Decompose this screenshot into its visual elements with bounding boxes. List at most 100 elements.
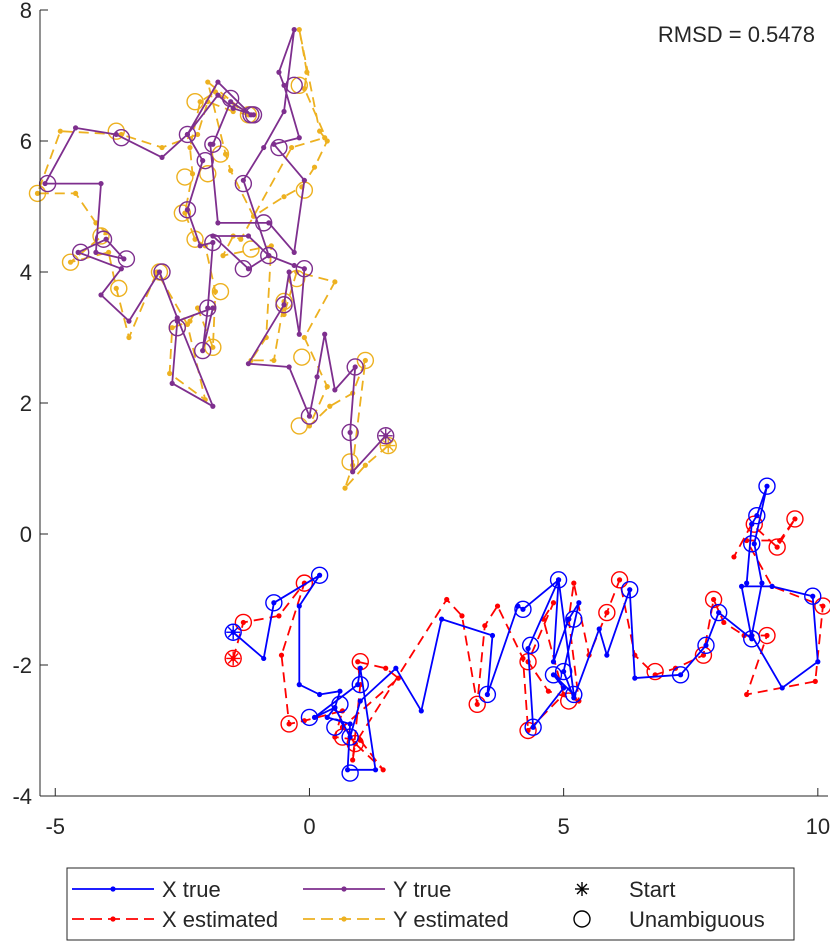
- data-point: [212, 289, 218, 295]
- data-point: [418, 708, 424, 714]
- data-point: [332, 387, 338, 393]
- unambiguous-marker: [176, 168, 194, 186]
- data-point: [395, 675, 402, 681]
- unambiguous-marker: [565, 685, 583, 704]
- data-point: [324, 384, 330, 390]
- data-point: [184, 131, 191, 138]
- unambiguous-marker: [242, 240, 260, 258]
- unambiguous-marker: [709, 603, 728, 622]
- y-axis: -4 -2 0 2 4 6 8: [12, 0, 48, 809]
- data-point: [240, 619, 246, 626]
- data-point: [286, 269, 292, 275]
- asterisk-stroke: [380, 430, 392, 442]
- unambiguous-marker: [92, 227, 110, 245]
- unambiguous-marker: [211, 282, 230, 301]
- unambiguous-marker: [199, 299, 217, 317]
- data-point: [98, 180, 104, 187]
- data-point: [571, 580, 577, 586]
- unambiguous-marker: [341, 728, 359, 746]
- data-point: [296, 27, 302, 33]
- unambiguous-marker: [186, 92, 204, 111]
- data-point: [261, 144, 267, 151]
- data-point: [228, 167, 234, 174]
- data-point: [192, 236, 198, 242]
- data-point: [350, 469, 356, 475]
- unambiguous-marker: [341, 764, 359, 782]
- data-point: [301, 177, 307, 183]
- data-point: [103, 236, 109, 242]
- unambiguous-marker: [598, 603, 616, 622]
- unambiguous-marker: [560, 692, 578, 710]
- unambiguous-marker: [671, 666, 690, 684]
- unambiguous-marker: [290, 417, 308, 435]
- unambiguous-marker: [193, 341, 212, 360]
- data-point: [169, 325, 175, 331]
- data-point: [362, 462, 368, 468]
- x-tick-label: 10: [806, 814, 830, 839]
- data-point: [550, 672, 557, 678]
- unambiguous-marker: [196, 151, 214, 170]
- unambiguous-marker: [71, 243, 90, 262]
- unambiguous-marker: [178, 201, 197, 219]
- data-point: [72, 125, 79, 131]
- data-point: [820, 603, 826, 609]
- unambiguous-marker: [341, 453, 359, 471]
- legend-item: X estimated: [72, 907, 278, 932]
- data-point: [350, 757, 356, 763]
- data-point: [240, 177, 246, 183]
- data-point: [291, 249, 297, 255]
- data-point: [632, 675, 638, 681]
- legend-item: Start: [575, 877, 675, 902]
- data-point: [215, 220, 221, 226]
- unambiguous-marker: [804, 587, 822, 605]
- unambiguous-marker: [110, 279, 128, 298]
- legend-point: [110, 886, 116, 892]
- data-point: [355, 682, 361, 688]
- legend-point: [110, 916, 116, 922]
- unambiguous-marker: [519, 721, 537, 740]
- unambiguous-marker: [295, 260, 314, 278]
- unambiguous-marker: [204, 233, 222, 252]
- data-point: [159, 144, 165, 151]
- unambiguous-marker: [270, 138, 288, 157]
- legend-asterisk: [576, 883, 588, 895]
- x-tick-label: 5: [558, 814, 570, 839]
- data-point: [792, 516, 798, 522]
- data-point: [759, 580, 765, 586]
- legend-label: Start: [629, 877, 675, 902]
- unambiguous-marker: [351, 675, 369, 694]
- data-point: [550, 659, 557, 665]
- unambiguous-marker: [28, 184, 47, 203]
- plot-area: [28, 27, 830, 782]
- data-point: [222, 151, 229, 157]
- data-point: [774, 544, 780, 550]
- unambiguous-marker: [234, 260, 253, 278]
- y-tick-label: -2: [12, 653, 32, 678]
- data-point: [261, 655, 267, 662]
- data-point: [245, 361, 252, 367]
- data-point: [75, 249, 81, 255]
- data-point: [126, 318, 132, 324]
- data-point: [278, 652, 285, 658]
- unambiguous-marker: [554, 662, 573, 681]
- unambiguous-marker: [478, 685, 497, 704]
- data-point: [286, 721, 292, 727]
- unambiguous-marker: [178, 125, 197, 144]
- data-point: [812, 678, 818, 684]
- unambiguous-marker: [514, 600, 532, 619]
- data-point: [357, 665, 363, 671]
- data-point: [393, 665, 399, 671]
- data-point: [215, 92, 221, 98]
- unambiguous-marker: [748, 506, 766, 525]
- data-point: [228, 99, 234, 105]
- data-point: [604, 610, 610, 616]
- legend-item: Y estimated: [303, 907, 509, 932]
- data-point: [731, 554, 737, 560]
- legend-item: Y true: [303, 877, 451, 902]
- data-point: [215, 79, 221, 85]
- data-point: [439, 616, 445, 622]
- data-point: [520, 606, 526, 612]
- data-point: [205, 79, 211, 85]
- unambiguous-marker: [260, 246, 278, 265]
